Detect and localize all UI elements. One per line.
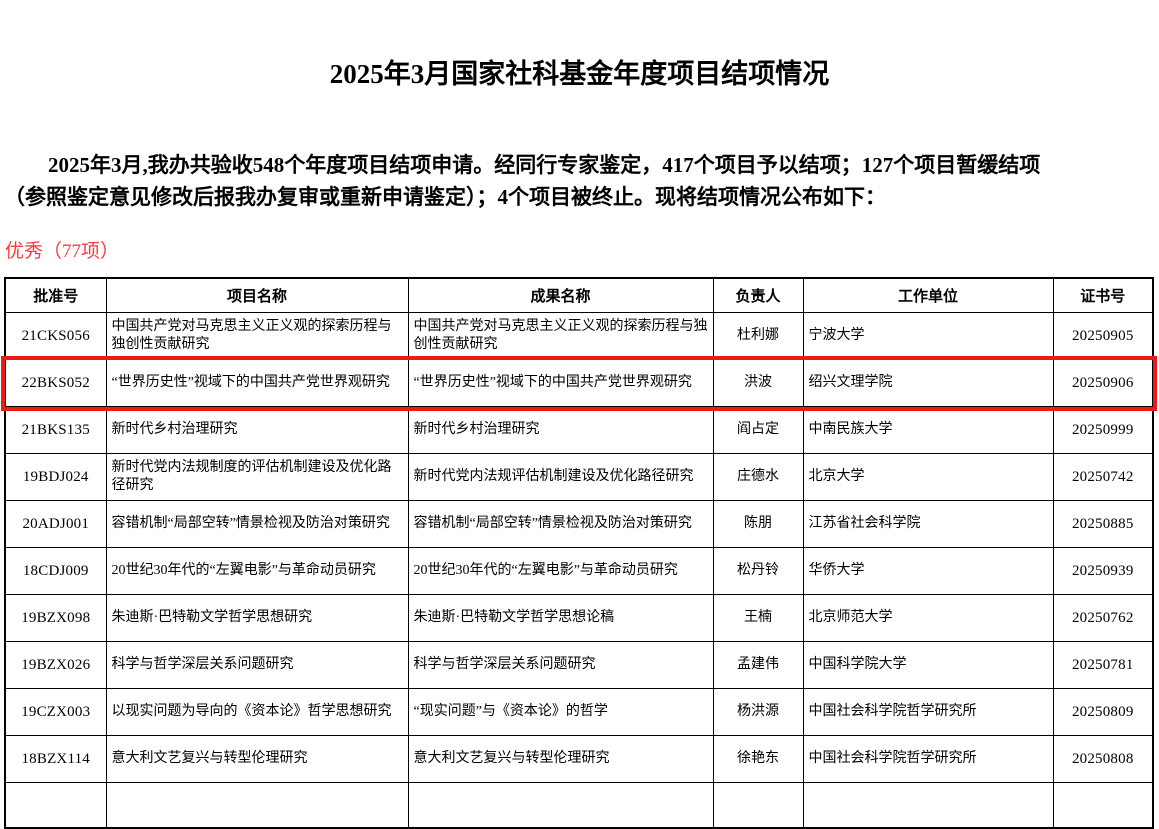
cell-institution: 绍兴文理学院 — [802, 359, 1054, 407]
cell-result-name — [407, 782, 714, 829]
cell-certificate-no: 20250906 — [1052, 359, 1154, 407]
cell-institution: 中国科学院大学 — [802, 641, 1054, 689]
cell-institution — [802, 782, 1054, 829]
cell-project-name: 容错机制“局部空转”情景检视及防治对策研究 — [105, 500, 409, 548]
cell-approval-no: 19CZX003 — [4, 688, 107, 736]
cell-leader: 阎占定 — [712, 406, 804, 454]
cell-institution: 北京大学 — [802, 453, 1054, 501]
intro-paragraph: 2025年3月,我办共验收548个年度项目结项申请。经同行专家鉴定，417个项目… — [4, 149, 1155, 213]
cell-project-name: “世界历史性”视域下的中国共产党世界观研究 — [105, 359, 409, 407]
table-header-row: 批准号 项目名称 成果名称 负责人 工作单位 证书号 — [4, 277, 1154, 313]
cell-approval-no: 20ADJ001 — [4, 500, 107, 548]
cell-approval-no: 19BZX026 — [4, 641, 107, 689]
cell-project-name: 科学与哲学深层关系问题研究 — [105, 641, 409, 689]
cell-approval-no: 18BZX114 — [4, 735, 107, 783]
table-row: 19BZX026 科学与哲学深层关系问题研究 科学与哲学深层关系问题研究 孟建伟… — [4, 641, 1154, 689]
cell-leader: 孟建伟 — [712, 641, 804, 689]
table-row: 19BZX098 朱迪斯·巴特勒文学哲学思想研究 朱迪斯·巴特勒文学哲学思想论稿… — [4, 594, 1154, 642]
cell-project-name: 朱迪斯·巴特勒文学哲学思想研究 — [105, 594, 409, 642]
table-row: 20ADJ001 容错机制“局部空转”情景检视及防治对策研究 容错机制“局部空转… — [4, 500, 1154, 548]
cell-project-name: 以现实问题为导向的《资本论》哲学思想研究 — [105, 688, 409, 736]
cell-leader: 松丹铃 — [712, 547, 804, 595]
cell-certificate-no: 20250905 — [1052, 312, 1154, 360]
table-row-partial — [4, 782, 1154, 829]
cell-certificate-no: 20250808 — [1052, 735, 1154, 783]
table-row: 22BKS052 “世界历史性”视域下的中国共产党世界观研究 “世界历史性”视域… — [1, 355, 1157, 411]
cell-project-name: 中国共产党对马克思主义正义观的探索历程与独创性贡献研究 — [105, 312, 409, 360]
cell-certificate-no: 20250742 — [1052, 453, 1154, 501]
cell-certificate-no — [1052, 782, 1154, 829]
intro-line-2: （参照鉴定意见修改后报我办复审或重新申请鉴定）；4个项目被终止。现将结项情况公布… — [4, 185, 886, 209]
table-row: 21BKS135 新时代乡村治理研究 新时代乡村治理研究 阎占定 中南民族大学 … — [4, 406, 1154, 454]
cell-certificate-no: 20250781 — [1052, 641, 1154, 689]
cell-leader: 陈朋 — [712, 500, 804, 548]
cell-institution: 江苏省社会科学院 — [802, 500, 1054, 548]
cell-project-name: 意大利文艺复兴与转型伦理研究 — [105, 735, 409, 783]
cell-result-name: “现实问题”与《资本论》的哲学 — [407, 688, 714, 736]
page-title: 2025年3月国家社科基金年度项目结项情况 — [329, 59, 830, 89]
cell-leader: 徐艳东 — [712, 735, 804, 783]
cell-result-name: 中国共产党对马克思主义正义观的探索历程与独创性贡献研究 — [407, 312, 714, 360]
results-table: 批准号 项目名称 成果名称 负责人 工作单位 证书号 21CKS056 中国共产… — [1, 277, 1157, 829]
cell-approval-no: 19BZX098 — [4, 594, 107, 642]
cell-result-name: “世界历史性”视域下的中国共产党世界观研究 — [407, 359, 714, 407]
header-project-name: 项目名称 — [105, 277, 409, 313]
cell-leader: 杜利娜 — [712, 312, 804, 360]
header-approval-no: 批准号 — [4, 277, 107, 313]
cell-approval-no: 19BDJ024 — [4, 453, 107, 501]
cell-institution: 华侨大学 — [802, 547, 1054, 595]
header-leader: 负责人 — [712, 277, 804, 313]
cell-result-name: 新时代党内法规评估机制建设及优化路径研究 — [407, 453, 714, 501]
cell-institution: 中国社会科学院哲学研究所 — [802, 735, 1054, 783]
header-certificate-no: 证书号 — [1052, 277, 1154, 313]
table-row: 18CDJ009 20世纪30年代的“左翼电影”与革命动员研究 20世纪30年代… — [4, 547, 1154, 595]
cell-project-name: 新时代乡村治理研究 — [105, 406, 409, 454]
table-row: 19CZX003 以现实问题为导向的《资本论》哲学思想研究 “现实问题”与《资本… — [4, 688, 1154, 736]
cell-result-name: 20世纪30年代的“左翼电影”与革命动员研究 — [407, 547, 714, 595]
cell-leader — [712, 782, 804, 829]
cell-leader: 杨洪源 — [712, 688, 804, 736]
cell-certificate-no: 20250809 — [1052, 688, 1154, 736]
cell-result-name: 科学与哲学深层关系问题研究 — [407, 641, 714, 689]
section-heading-excellent: 优秀（77项） — [5, 241, 120, 262]
cell-approval-no — [4, 782, 107, 829]
cell-project-name: 新时代党内法规制度的评估机制建设及优化路径研究 — [105, 453, 409, 501]
cell-institution: 宁波大学 — [802, 312, 1054, 360]
table-row: 21CKS056 中国共产党对马克思主义正义观的探索历程与独创性贡献研究 中国共… — [4, 312, 1154, 360]
cell-approval-no: 18CDJ009 — [4, 547, 107, 595]
cell-certificate-no: 20250885 — [1052, 500, 1154, 548]
cell-certificate-no: 20250999 — [1052, 406, 1154, 454]
cell-institution: 中国社会科学院哲学研究所 — [802, 688, 1054, 736]
cell-leader: 王楠 — [712, 594, 804, 642]
table-row: 19BDJ024 新时代党内法规制度的评估机制建设及优化路径研究 新时代党内法规… — [4, 453, 1154, 501]
cell-result-name: 容错机制“局部空转”情景检视及防治对策研究 — [407, 500, 714, 548]
cell-result-name: 朱迪斯·巴特勒文学哲学思想论稿 — [407, 594, 714, 642]
cell-certificate-no: 20250762 — [1052, 594, 1154, 642]
cell-leader: 洪波 — [712, 359, 804, 407]
cell-certificate-no: 20250939 — [1052, 547, 1154, 595]
cell-result-name: 意大利文艺复兴与转型伦理研究 — [407, 735, 714, 783]
cell-project-name — [105, 782, 409, 829]
header-result-name: 成果名称 — [407, 277, 714, 313]
cell-result-name: 新时代乡村治理研究 — [407, 406, 714, 454]
cell-project-name: 20世纪30年代的“左翼电影”与革命动员研究 — [105, 547, 409, 595]
cell-approval-no: 21CKS056 — [4, 312, 107, 360]
header-institution: 工作单位 — [802, 277, 1054, 313]
table-row: 18BZX114 意大利文艺复兴与转型伦理研究 意大利文艺复兴与转型伦理研究 徐… — [4, 735, 1154, 783]
intro-line-1: 2025年3月,我办共验收548个年度项目结项申请。经同行专家鉴定，417个项目… — [48, 153, 1041, 177]
cell-institution: 中南民族大学 — [802, 406, 1054, 454]
cell-approval-no: 21BKS135 — [4, 406, 107, 454]
cell-leader: 庄德水 — [712, 453, 804, 501]
cell-institution: 北京师范大学 — [802, 594, 1054, 642]
cell-approval-no: 22BKS052 — [4, 359, 107, 407]
